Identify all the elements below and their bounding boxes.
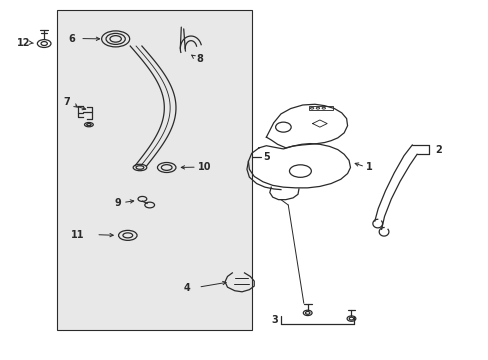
Text: 5: 5 — [263, 152, 269, 162]
Text: 3: 3 — [271, 315, 277, 325]
Text: 9: 9 — [114, 198, 121, 207]
Text: 8: 8 — [196, 54, 203, 64]
Text: 12: 12 — [18, 38, 31, 48]
Text: 7: 7 — [63, 97, 70, 107]
Text: 2: 2 — [434, 145, 441, 155]
Text: 1: 1 — [366, 162, 372, 172]
Text: 10: 10 — [198, 162, 211, 172]
Bar — [308, 106, 333, 111]
Text: 11: 11 — [71, 230, 84, 240]
Text: 6: 6 — [68, 33, 75, 44]
Bar — [57, 10, 251, 330]
Text: 4: 4 — [183, 283, 190, 293]
